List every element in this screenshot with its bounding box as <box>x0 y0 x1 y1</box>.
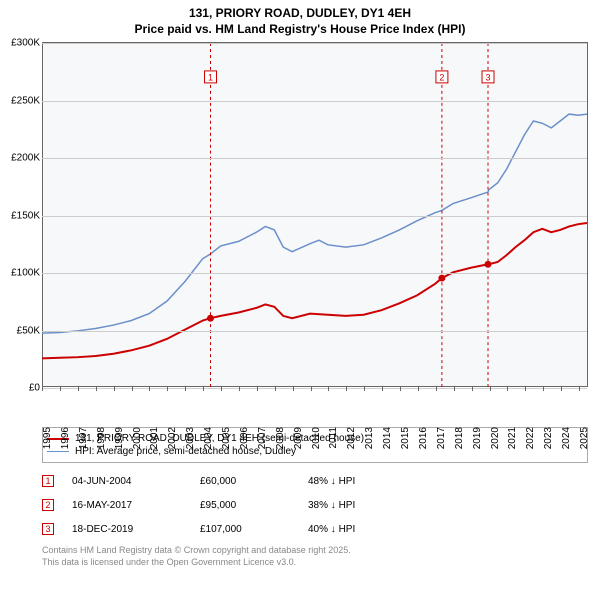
chart-subtitle: Price paid vs. HM Land Registry's House … <box>0 20 600 42</box>
x-tick-label: 1998 <box>96 427 107 449</box>
x-tick-label: 2022 <box>525 427 536 449</box>
table-diff: 48% ↓ HPI <box>308 476 408 487</box>
x-tick-label: 2003 <box>185 427 196 449</box>
chart-plot-area: 123 £0£50K£100K£150K£200K£250K£300K <box>42 42 588 387</box>
y-tick-label: £50K <box>0 325 40 336</box>
table-price: £60,000 <box>200 476 290 487</box>
x-tick-label: 2019 <box>472 427 483 449</box>
footer-line-2: This data is licensed under the Open Gov… <box>42 557 588 569</box>
sale-marker-number: 1 <box>208 72 213 82</box>
y-tick-label: £0 <box>0 383 40 394</box>
table-row: 1 04-JUN-2004 £60,000 48% ↓ HPI <box>42 469 588 493</box>
x-tick-label: 2018 <box>454 427 465 449</box>
x-axis-labels: 1995199619971998199920002001200220032004… <box>42 387 588 423</box>
x-tick-label: 2005 <box>221 427 232 449</box>
x-tick-label: 2002 <box>167 427 178 449</box>
table-marker: 1 <box>42 475 54 487</box>
table-date: 04-JUN-2004 <box>72 476 182 487</box>
x-tick-label: 1996 <box>60 427 71 449</box>
sale-marker-number: 3 <box>486 72 491 82</box>
table-row: 2 16-MAY-2017 £95,000 38% ↓ HPI <box>42 493 588 517</box>
sale-marker-number: 2 <box>439 72 444 82</box>
x-tick-label: 2023 <box>543 427 554 449</box>
x-tick-label: 2015 <box>400 427 411 449</box>
table-price: £95,000 <box>200 500 290 511</box>
table-date: 18-DEC-2019 <box>72 524 182 535</box>
gridline <box>42 331 587 332</box>
footer-line-1: Contains HM Land Registry data © Crown c… <box>42 545 588 557</box>
gridline <box>42 101 587 102</box>
x-tick-label: 2007 <box>257 427 268 449</box>
table-marker: 2 <box>42 499 54 511</box>
x-tick-label: 2021 <box>507 427 518 449</box>
x-tick-label: 2013 <box>364 427 375 449</box>
x-tick-label: 2000 <box>132 427 143 449</box>
x-tick-label: 2011 <box>328 427 339 449</box>
x-tick-label: 2010 <box>311 427 322 449</box>
x-tick-label: 2025 <box>579 427 590 449</box>
sale-marker-dot <box>485 261 492 268</box>
gridline <box>42 43 587 44</box>
y-tick-label: £300K <box>0 38 40 49</box>
sale-marker-dot <box>438 275 445 282</box>
footer-attribution: Contains HM Land Registry data © Crown c… <box>42 545 588 568</box>
series-hpi <box>42 114 587 333</box>
x-tick-label: 2001 <box>149 427 160 449</box>
y-tick-label: £100K <box>0 268 40 279</box>
legend-swatch <box>47 451 69 453</box>
x-tick-label: 2012 <box>346 427 357 449</box>
y-tick-label: £250K <box>0 95 40 106</box>
x-tick-label: 2008 <box>275 427 286 449</box>
sales-table: 1 04-JUN-2004 £60,000 48% ↓ HPI 2 16-MAY-2017… <box>42 469 588 541</box>
x-tick-label: 2009 <box>293 427 304 449</box>
y-tick-label: £150K <box>0 210 40 221</box>
x-tick-label: 2017 <box>436 427 447 449</box>
table-row: 3 18-DEC-2019 £107,000 40% ↓ HPI <box>42 517 588 541</box>
x-tick-label: 2024 <box>561 427 572 449</box>
x-tick-label: 2006 <box>239 427 250 449</box>
gridline <box>42 216 587 217</box>
x-tick-label: 1999 <box>114 427 125 449</box>
table-diff: 38% ↓ HPI <box>308 500 408 511</box>
table-marker: 3 <box>42 523 54 535</box>
x-tick-label: 2014 <box>382 427 393 449</box>
table-date: 16-MAY-2017 <box>72 500 182 511</box>
x-tick-label: 1995 <box>42 427 53 449</box>
x-tick-label: 2004 <box>203 427 214 449</box>
chart-title: 131, PRIORY ROAD, DUDLEY, DY1 4EH <box>0 0 600 20</box>
series-property <box>42 223 587 358</box>
gridline <box>42 273 587 274</box>
x-tick-label: 2020 <box>490 427 501 449</box>
x-tick-label: 2016 <box>418 427 429 449</box>
chart-container: 131, PRIORY ROAD, DUDLEY, DY1 4EH Price … <box>0 0 600 590</box>
gridline <box>42 158 587 159</box>
x-tick-label: 1997 <box>78 427 89 449</box>
table-diff: 40% ↓ HPI <box>308 524 408 535</box>
y-tick-label: £200K <box>0 153 40 164</box>
sale-marker-dot <box>207 315 214 322</box>
table-price: £107,000 <box>200 524 290 535</box>
